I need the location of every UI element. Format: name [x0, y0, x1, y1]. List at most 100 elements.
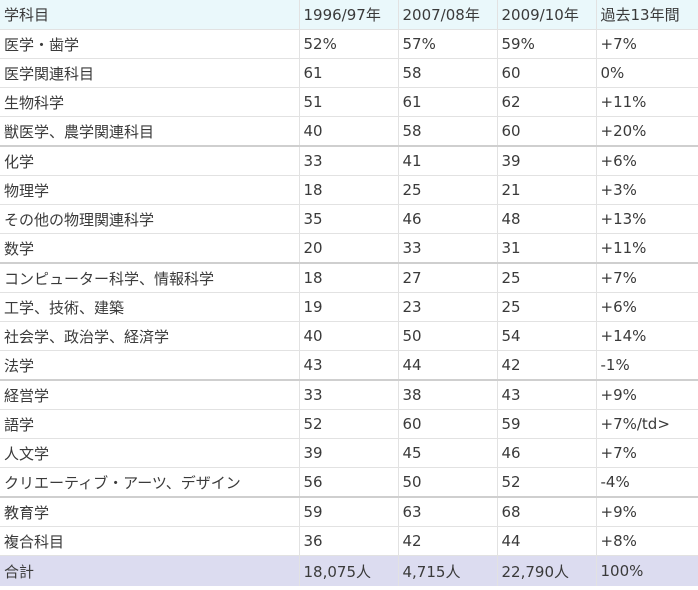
cell-1996-97: 35 [299, 204, 399, 234]
cell-2009-10: 46 [497, 438, 597, 468]
cell-change: +14% [596, 321, 698, 351]
cell-subject: コンピューター科学、情報科学 [0, 263, 300, 293]
cell-subject: 生物科学 [0, 87, 300, 117]
table-row: 複合科目 36 42 44 +8% [0, 526, 698, 556]
table-row: 医学・歯学 52% 57% 59% +7% [0, 29, 698, 59]
cell-2007-08: 41 [398, 146, 498, 176]
cell-1996-97: 52 [299, 409, 399, 439]
cell-1996-97: 61 [299, 58, 399, 88]
header-2009-10: 2009/10年 [497, 0, 597, 30]
table-row: コンピューター科学、情報科学 18 27 25 +7% [0, 263, 698, 293]
cell-change: +11% [596, 233, 698, 264]
cell-2007-08: 38 [398, 380, 498, 410]
cell-1996-97: 18 [299, 263, 399, 293]
cell-change: +7%/td> [596, 409, 698, 439]
cell-2007-08: 50 [398, 467, 498, 498]
cell-2009-10: 42 [497, 350, 597, 381]
total-change: 100% [596, 555, 698, 586]
table-row: 化学 33 41 39 +6% [0, 146, 698, 176]
cell-change: -1% [596, 350, 698, 381]
cell-1996-97: 43 [299, 350, 399, 381]
cell-change: +13% [596, 204, 698, 234]
cell-2007-08: 61 [398, 87, 498, 117]
cell-subject: 経営学 [0, 380, 300, 410]
cell-2007-08: 44 [398, 350, 498, 381]
cell-2009-10: 59 [497, 409, 597, 439]
cell-1996-97: 51 [299, 87, 399, 117]
cell-subject: クリエーティブ・アーツ、デザイン [0, 467, 300, 498]
cell-change: +9% [596, 380, 698, 410]
cell-2007-08: 63 [398, 497, 498, 527]
cell-2009-10: 43 [497, 380, 597, 410]
total-row: 合計 18,075人 4,715人 22,790人 100% [0, 555, 698, 586]
cell-change: +6% [596, 292, 698, 322]
cell-1996-97: 36 [299, 526, 399, 556]
cell-subject: 獣医学、農学関連科目 [0, 116, 300, 147]
cell-change: +6% [596, 146, 698, 176]
cell-1996-97: 39 [299, 438, 399, 468]
cell-change: -4% [596, 467, 698, 498]
table-row: 教育学 59 63 68 +9% [0, 497, 698, 527]
cell-2007-08: 57% [398, 29, 498, 59]
table-row: 医学関連科目 61 58 60 0% [0, 58, 698, 88]
cell-2009-10: 62 [497, 87, 597, 117]
table-row: 法学 43 44 42 -1% [0, 350, 698, 381]
cell-2007-08: 25 [398, 175, 498, 205]
header-1996-97: 1996/97年 [299, 0, 399, 30]
cell-subject: 工学、技術、建築 [0, 292, 300, 322]
cell-1996-97: 40 [299, 116, 399, 147]
cell-2007-08: 58 [398, 58, 498, 88]
cell-2007-08: 23 [398, 292, 498, 322]
cell-2007-08: 60 [398, 409, 498, 439]
cell-subject: 医学・歯学 [0, 29, 300, 59]
cell-change: 0% [596, 58, 698, 88]
cell-subject: 医学関連科目 [0, 58, 300, 88]
cell-2009-10: 31 [497, 233, 597, 264]
cell-1996-97: 56 [299, 467, 399, 498]
cell-2009-10: 68 [497, 497, 597, 527]
cell-1996-97: 18 [299, 175, 399, 205]
cell-2009-10: 25 [497, 292, 597, 322]
cell-change: +9% [596, 497, 698, 527]
table-row: その他の物理関連科学 35 46 48 +13% [0, 204, 698, 234]
table-row: 生物科学 51 61 62 +11% [0, 87, 698, 117]
cell-1996-97: 40 [299, 321, 399, 351]
cell-2007-08: 33 [398, 233, 498, 264]
cell-1996-97: 59 [299, 497, 399, 527]
cell-subject: その他の物理関連科学 [0, 204, 300, 234]
cell-2007-08: 42 [398, 526, 498, 556]
cell-2009-10: 39 [497, 146, 597, 176]
cell-2009-10: 25 [497, 263, 597, 293]
cell-2007-08: 46 [398, 204, 498, 234]
cell-1996-97: 19 [299, 292, 399, 322]
cell-change: +20% [596, 116, 698, 147]
header-subject: 学科目 [0, 0, 300, 30]
cell-subject: 教育学 [0, 497, 300, 527]
table-row: 経営学 33 38 43 +9% [0, 380, 698, 410]
cell-change: +3% [596, 175, 698, 205]
cell-subject: 語学 [0, 409, 300, 439]
cell-2009-10: 48 [497, 204, 597, 234]
cell-2007-08: 27 [398, 263, 498, 293]
cell-change: +7% [596, 29, 698, 59]
cell-2007-08: 50 [398, 321, 498, 351]
cell-subject: 社会学、政治学、経済学 [0, 321, 300, 351]
table-row: 人文学 39 45 46 +7% [0, 438, 698, 468]
total-2009-10: 22,790人 [497, 555, 597, 586]
cell-change: +7% [596, 438, 698, 468]
cell-change: +7% [596, 263, 698, 293]
cell-1996-97: 20 [299, 233, 399, 264]
table-row: 語学 52 60 59 +7%/td> [0, 409, 698, 439]
cell-2009-10: 60 [497, 58, 597, 88]
cell-2009-10: 60 [497, 116, 597, 147]
table-row: 獣医学、農学関連科目 40 58 60 +20% [0, 116, 698, 147]
cell-1996-97: 33 [299, 380, 399, 410]
cell-2007-08: 45 [398, 438, 498, 468]
total-1996-97: 18,075人 [299, 555, 399, 586]
cell-change: +8% [596, 526, 698, 556]
cell-subject: 複合科目 [0, 526, 300, 556]
cell-2009-10: 54 [497, 321, 597, 351]
cell-subject: 人文学 [0, 438, 300, 468]
table-row: 数学 20 33 31 +11% [0, 233, 698, 264]
